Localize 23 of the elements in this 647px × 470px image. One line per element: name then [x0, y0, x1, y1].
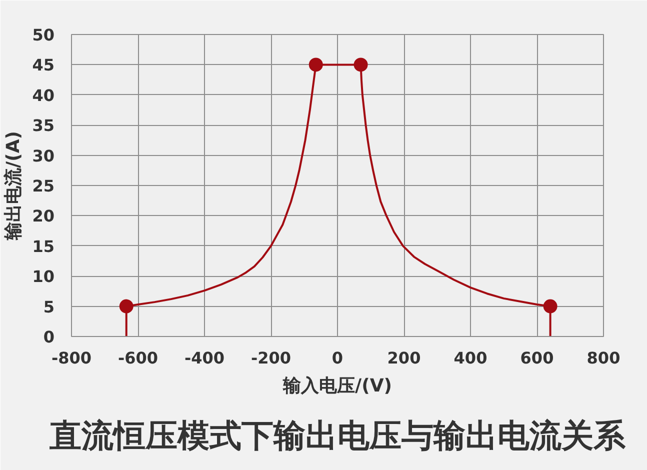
- y-tick-label: 15: [32, 236, 54, 256]
- y-tick-label: 0: [43, 328, 55, 346]
- x-tick-label: -800: [51, 348, 92, 368]
- x-tick-label: -600: [118, 348, 158, 368]
- x-tick-label: -400: [184, 348, 225, 368]
- text: 直流恒压模式下输出电压与输出电流关系: [48, 416, 626, 454]
- x-axis-title: 输入电压/(V): [282, 376, 392, 396]
- x-tick-label: 400: [454, 348, 488, 368]
- y-tick-label: 25: [32, 176, 54, 196]
- y-axis-title: 输出电流/(A): [3, 131, 24, 241]
- y-tick-label: 35: [32, 116, 54, 136]
- y-tick-label: 5: [43, 297, 55, 316]
- x-tick-label: 0: [332, 348, 344, 368]
- y-tick-label: 10: [32, 267, 54, 286]
- x-tick-label: 200: [387, 348, 421, 368]
- y-tick-label: 50: [32, 26, 54, 44]
- y-tick-label: 40: [32, 86, 54, 105]
- y-tick-label: 45: [32, 56, 54, 75]
- x-tick-label: 800: [586, 348, 620, 368]
- y-tick-label: 30: [32, 146, 54, 166]
- x-tick-label: -200: [250, 348, 292, 368]
- y-tick-label: 20: [32, 206, 54, 226]
- x-tick-label: 600: [520, 348, 554, 368]
